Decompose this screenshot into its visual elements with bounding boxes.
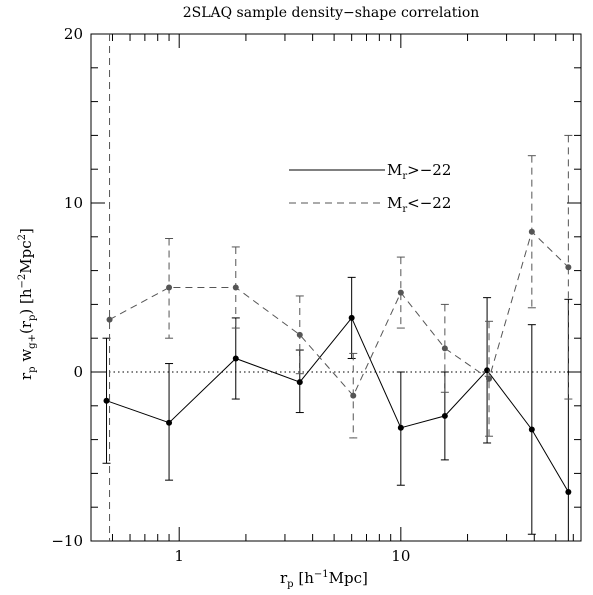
legend-label: Mr<−22 — [387, 194, 451, 215]
data-point — [397, 289, 404, 296]
series-line — [106, 316, 569, 493]
data-point — [166, 419, 173, 426]
tick-labels: 1 10 −10 0 10 20 — [51, 25, 410, 565]
data-point — [232, 284, 239, 291]
plot-frame — [90, 33, 582, 542]
data-point — [103, 397, 110, 404]
legend-label: Mr>−22 — [387, 161, 451, 182]
x-tick-label: 10 — [391, 547, 410, 565]
data-point — [441, 345, 448, 352]
series-line — [109, 230, 569, 397]
data-point — [166, 284, 173, 291]
x-tick-label: 1 — [174, 547, 184, 565]
data-point — [565, 488, 572, 495]
y-tick-label: −10 — [51, 532, 83, 550]
data-point — [397, 424, 404, 431]
y-axis-label: rp wg+(rp) [h−2Mpc2] — [17, 228, 38, 380]
axis-ticks — [90, 33, 581, 542]
data-point — [565, 264, 572, 271]
series-group — [102, 34, 573, 541]
data-point — [528, 426, 535, 433]
data-point — [296, 331, 303, 338]
data-point — [441, 412, 448, 419]
data-point — [106, 316, 113, 323]
y-tick-label: 20 — [64, 25, 83, 43]
chart-title: 2SLAQ sample density−shape correlation — [183, 5, 480, 21]
data-point — [528, 228, 535, 235]
series-1 — [102, 276, 573, 541]
data-point — [232, 355, 239, 362]
y-tick-label: 10 — [64, 194, 83, 212]
legend: Mr>−22 Mr<−22 — [289, 161, 451, 215]
data-point — [486, 375, 493, 382]
x-axis-label: rp [h−1Mpc] — [280, 569, 368, 590]
data-point — [296, 379, 303, 386]
y-tick-label: 0 — [73, 363, 83, 381]
series-2 — [106, 34, 573, 541]
data-point — [348, 314, 355, 321]
data-point — [350, 392, 357, 399]
